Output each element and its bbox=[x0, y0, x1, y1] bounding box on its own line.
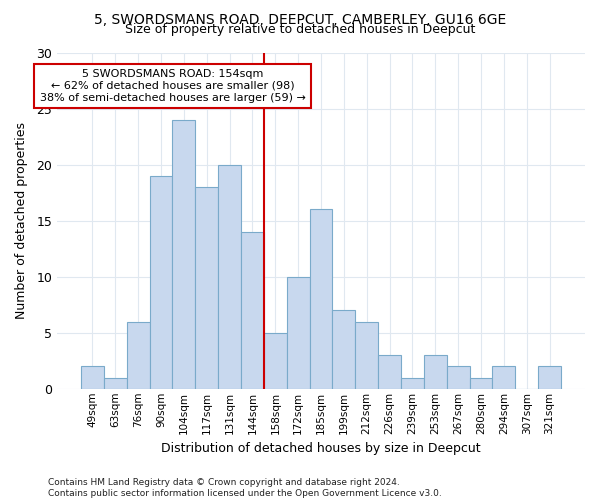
Bar bbox=[81, 366, 104, 389]
Bar bbox=[127, 322, 149, 389]
Y-axis label: Number of detached properties: Number of detached properties bbox=[15, 122, 28, 319]
Bar bbox=[196, 187, 218, 389]
Bar bbox=[172, 120, 196, 389]
Bar bbox=[241, 232, 264, 389]
Text: Contains HM Land Registry data © Crown copyright and database right 2024.
Contai: Contains HM Land Registry data © Crown c… bbox=[48, 478, 442, 498]
Bar bbox=[332, 310, 355, 389]
Bar bbox=[287, 276, 310, 389]
Bar bbox=[470, 378, 493, 389]
Text: 5 SWORDSMANS ROAD: 154sqm
← 62% of detached houses are smaller (98)
38% of semi-: 5 SWORDSMANS ROAD: 154sqm ← 62% of detac… bbox=[40, 70, 305, 102]
Bar bbox=[424, 355, 447, 389]
Text: Size of property relative to detached houses in Deepcut: Size of property relative to detached ho… bbox=[125, 22, 475, 36]
Bar bbox=[493, 366, 515, 389]
Bar bbox=[355, 322, 378, 389]
Bar bbox=[538, 366, 561, 389]
Bar bbox=[401, 378, 424, 389]
Bar bbox=[218, 164, 241, 389]
Bar bbox=[264, 332, 287, 389]
Text: 5, SWORDSMANS ROAD, DEEPCUT, CAMBERLEY, GU16 6GE: 5, SWORDSMANS ROAD, DEEPCUT, CAMBERLEY, … bbox=[94, 12, 506, 26]
Bar bbox=[104, 378, 127, 389]
Bar bbox=[149, 176, 172, 389]
Bar bbox=[310, 210, 332, 389]
X-axis label: Distribution of detached houses by size in Deepcut: Distribution of detached houses by size … bbox=[161, 442, 481, 455]
Bar bbox=[378, 355, 401, 389]
Bar bbox=[447, 366, 470, 389]
